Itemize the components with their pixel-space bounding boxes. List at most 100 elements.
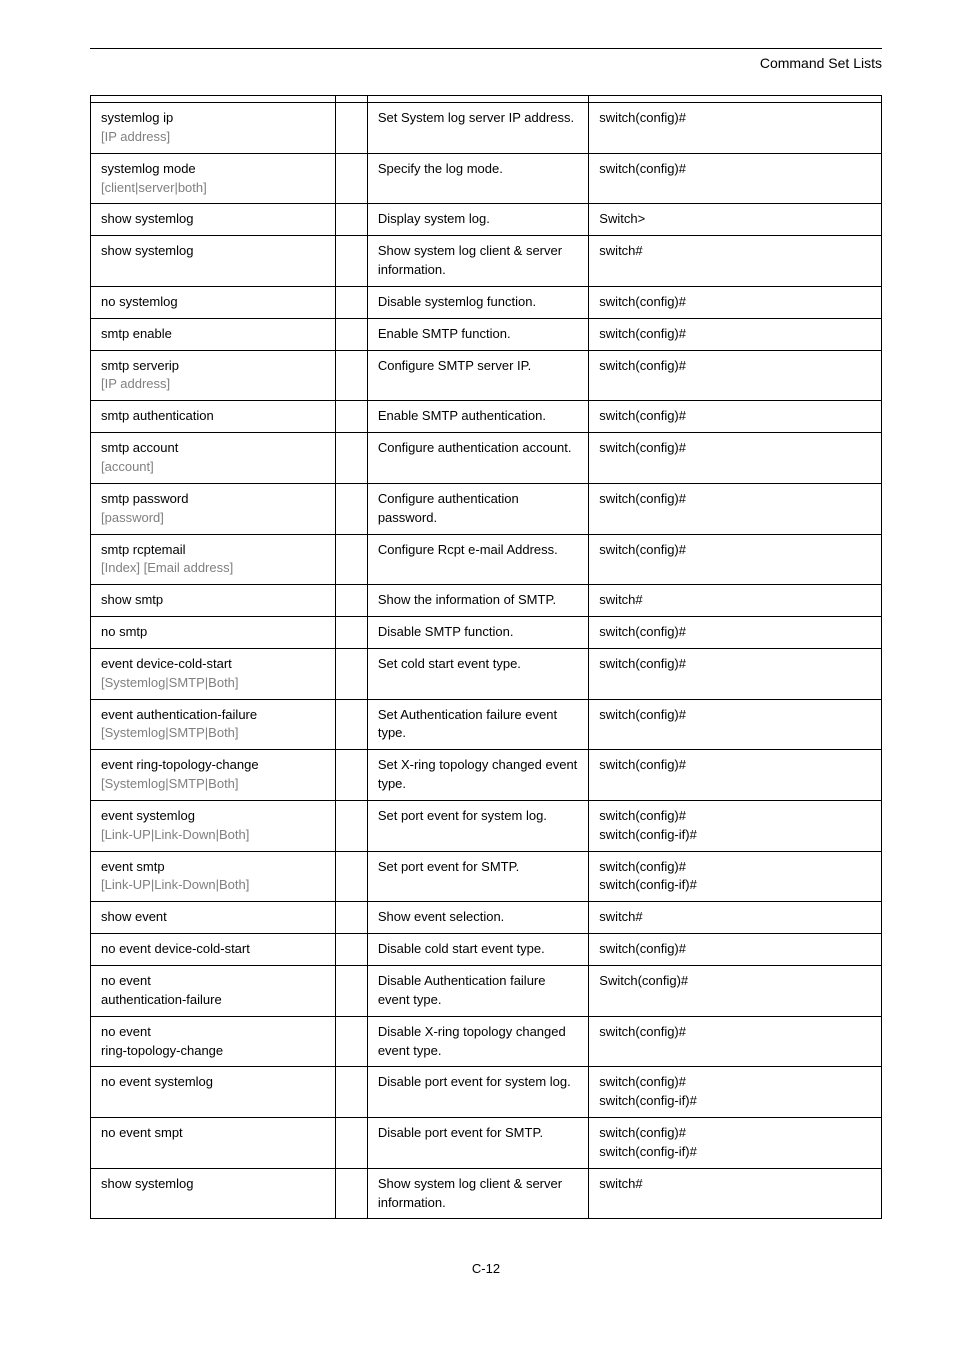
level-cell: [336, 433, 368, 484]
command-cell: no event systemlog: [91, 1067, 336, 1118]
command-cell: show event: [91, 902, 336, 934]
mode-cell: switch(config)#: [589, 433, 882, 484]
level-cell: [336, 617, 368, 649]
mode-cell: switch(config)#: [589, 750, 882, 801]
command-param: [Link-UP|Link-Down|Both]: [101, 877, 249, 892]
description-cell: Disable SMTP function.: [367, 617, 588, 649]
mode-cell: switch(config)#: [589, 103, 882, 154]
table-row: no event smpt Disable port event for SMTP…: [91, 1118, 882, 1169]
page-footer: C-12: [90, 1261, 882, 1276]
level-cell: [336, 286, 368, 318]
table-row: show systemlogShow system log client & s…: [91, 236, 882, 287]
table-row: no event device-cold-startDisable cold s…: [91, 934, 882, 966]
command-cell: smtp serverip[IP address]: [91, 350, 336, 401]
command-cell: smtp enable: [91, 318, 336, 350]
description-cell: Configure authentication account.: [367, 433, 588, 484]
description-cell: Show the information of SMTP.: [367, 585, 588, 617]
level-cell: [336, 699, 368, 750]
mode-cell: switch#: [589, 1168, 882, 1219]
table-row: show smtpShow the information of SMTP.sw…: [91, 585, 882, 617]
command-cell: no event smpt: [91, 1118, 336, 1169]
level-cell: [336, 585, 368, 617]
level-cell: [336, 851, 368, 902]
table-row: smtp account[account] Configure authentic…: [91, 433, 882, 484]
command-cell: smtp password[password]: [91, 483, 336, 534]
description-cell: Configure Rcpt e-mail Address.: [367, 534, 588, 585]
level-cell: [336, 401, 368, 433]
command-cell: smtp account[account]: [91, 433, 336, 484]
table-row: show systemlogDisplay system log.Switch>: [91, 204, 882, 236]
level-cell: [336, 902, 368, 934]
description-cell: Disable Authentication failure event typ…: [367, 966, 588, 1017]
command-cell: no smtp: [91, 617, 336, 649]
description-cell: Specify the log mode.: [367, 153, 588, 204]
command-cell: no systemlog: [91, 286, 336, 318]
command-cell: no eventauthentication-failure: [91, 966, 336, 1017]
mode-cell: switch#: [589, 902, 882, 934]
table-row: show eventShow event selection.switch#: [91, 902, 882, 934]
mode-cell: switch(config)#switch(config-if)#: [589, 800, 882, 851]
command-param: [account]: [101, 459, 154, 474]
command-cell: smtp authentication: [91, 401, 336, 433]
mode-cell: switch(config)#: [589, 286, 882, 318]
description-cell: Enable SMTP authentication.: [367, 401, 588, 433]
table-row: event authentication-failure[Systemlog|S…: [91, 699, 882, 750]
command-cell: show smtp: [91, 585, 336, 617]
mode-cell: switch#: [589, 236, 882, 287]
table-row: event device-cold-start[Systemlog|SMTP|B…: [91, 648, 882, 699]
mode-cell: switch(config)#: [589, 617, 882, 649]
table-row: smtp password[password] Configure authent…: [91, 483, 882, 534]
level-cell: [336, 934, 368, 966]
level-cell: [336, 1118, 368, 1169]
table-header-spacer: [91, 96, 882, 103]
command-param: [Systemlog|SMTP|Both]: [101, 725, 239, 740]
description-cell: Disable X-ring topology changed event ty…: [367, 1016, 588, 1067]
command-cell: event device-cold-start[Systemlog|SMTP|B…: [91, 648, 336, 699]
command-cell: systemlog mode[client|server|both]: [91, 153, 336, 204]
command-param: [Systemlog|SMTP|Both]: [101, 675, 239, 690]
level-cell: [336, 236, 368, 287]
mode-cell: switch(config)#switch(config-if)#: [589, 1118, 882, 1169]
mode-cell: Switch(config)#: [589, 966, 882, 1017]
description-cell: Disable port event for SMTP.: [367, 1118, 588, 1169]
description-cell: Set port event for system log.: [367, 800, 588, 851]
table-row: event smtp[Link-UP|Link-Down|Both]Set po…: [91, 851, 882, 902]
command-cell: smtp rcptemail[Index] [Email address]: [91, 534, 336, 585]
description-cell: Set port event for SMTP.: [367, 851, 588, 902]
command-cell: show systemlog: [91, 1168, 336, 1219]
command-cell: no eventring-topology-change: [91, 1016, 336, 1067]
command-param: [client|server|both]: [101, 180, 207, 195]
table-row: smtp enableEnable SMTP function.switch(c…: [91, 318, 882, 350]
description-cell: Show system log client & server informat…: [367, 236, 588, 287]
mode-cell: switch(config)#switch(config-if)#: [589, 851, 882, 902]
description-cell: Configure SMTP server IP.: [367, 350, 588, 401]
command-set-table: systemlog ip[IP address]Set System log s…: [90, 95, 882, 1219]
level-cell: [336, 966, 368, 1017]
level-cell: [336, 103, 368, 154]
mode-cell: switch(config)#: [589, 699, 882, 750]
level-cell: [336, 750, 368, 801]
table-row: no eventauthentication-failure Disable Au…: [91, 966, 882, 1017]
level-cell: [336, 318, 368, 350]
description-cell: Configure authentication password.: [367, 483, 588, 534]
page-header: Command Set Lists: [90, 55, 882, 71]
mode-cell: switch(config)#: [589, 1016, 882, 1067]
description-cell: Set Authentication failure event type.: [367, 699, 588, 750]
description-cell: Set X-ring topology changed event type.: [367, 750, 588, 801]
level-cell: [336, 1067, 368, 1118]
table-row: smtp rcptemail[Index] [Email address] Con…: [91, 534, 882, 585]
command-cell: event authentication-failure[Systemlog|S…: [91, 699, 336, 750]
table-row: no event systemlog Disable port event for…: [91, 1067, 882, 1118]
mode-cell: Switch>: [589, 204, 882, 236]
description-cell: Display system log.: [367, 204, 588, 236]
mode-cell: switch(config)#: [589, 534, 882, 585]
table-row: event systemlog[Link-UP|Link-Down|Both] S…: [91, 800, 882, 851]
level-cell: [336, 204, 368, 236]
command-cell: no event device-cold-start: [91, 934, 336, 966]
command-cell: event systemlog[Link-UP|Link-Down|Both]: [91, 800, 336, 851]
header-rule: [90, 48, 882, 49]
level-cell: [336, 1016, 368, 1067]
description-cell: Disable port event for system log.: [367, 1067, 588, 1118]
description-cell: Disable systemlog function.: [367, 286, 588, 318]
command-param: [Link-UP|Link-Down|Both]: [101, 827, 249, 842]
